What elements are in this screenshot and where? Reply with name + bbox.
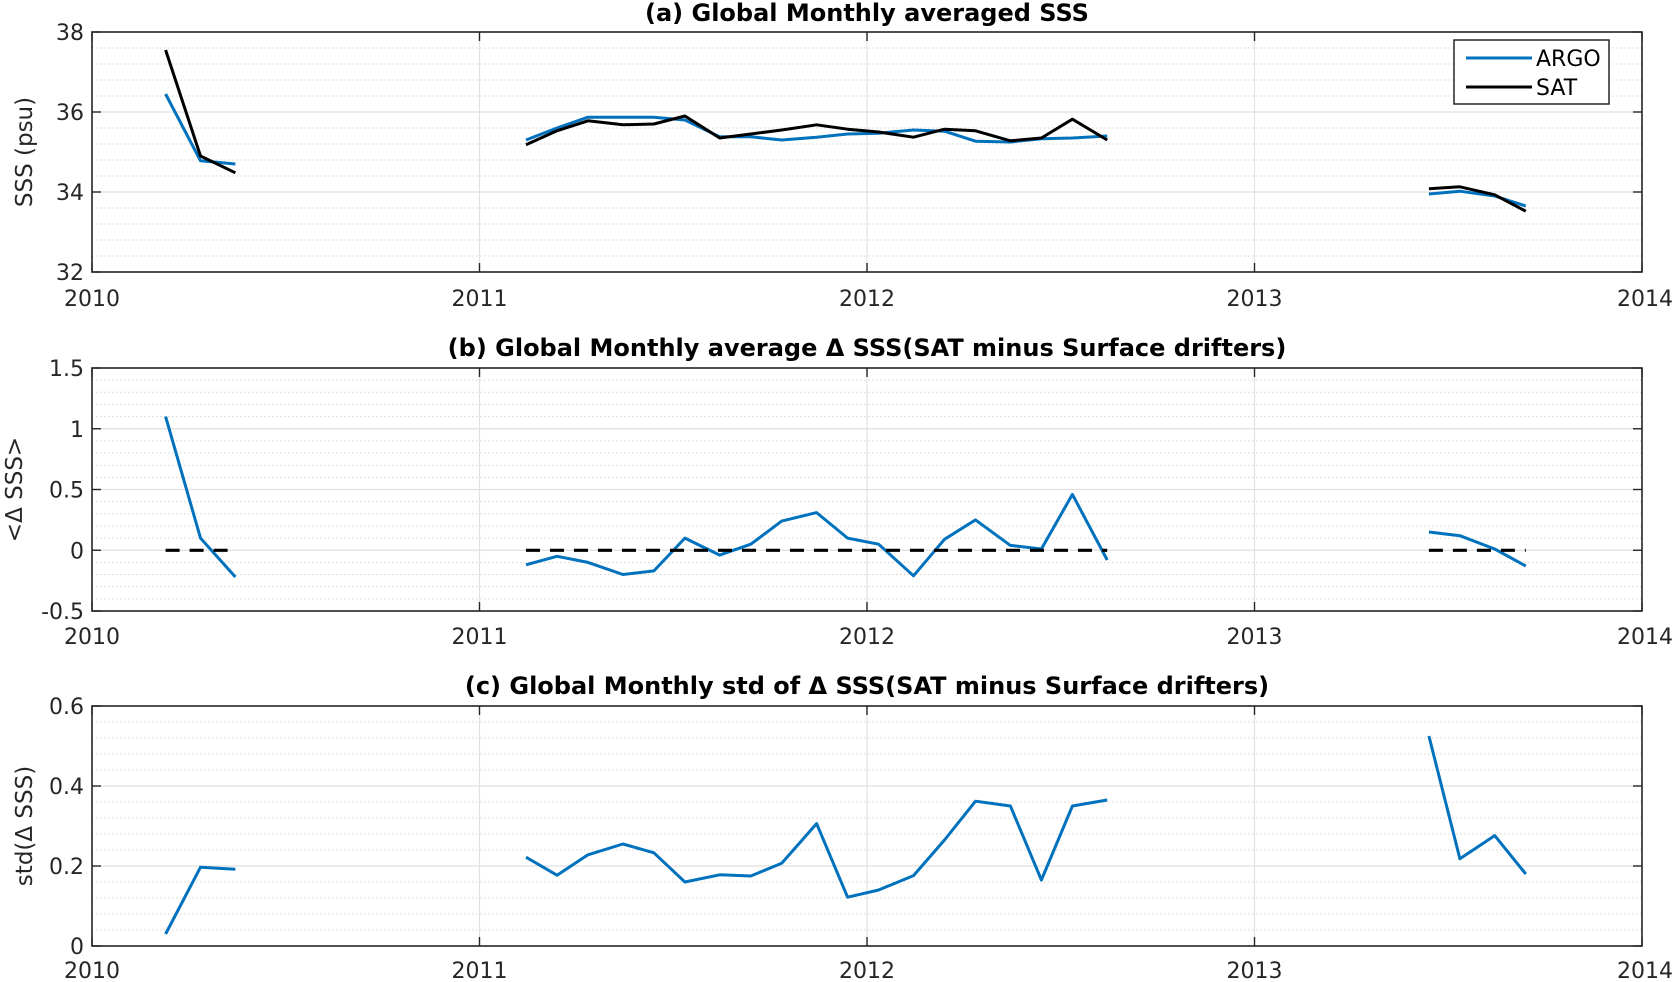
panel-title: (a) Global Monthly averaged SSS bbox=[645, 0, 1089, 27]
series-line-segment bbox=[1427, 735, 1527, 875]
series-line-segment bbox=[164, 93, 236, 166]
x-axis: 2010 2011 2012 2013 2014 bbox=[64, 32, 1673, 312]
panel-b: -0.5 0 0.5 1 1.5 2010 2011 2012 2013 2014 (b) Glob… bbox=[2, 334, 1673, 650]
series-line-segment bbox=[1428, 189, 1527, 208]
panel-a: 32 34 36 38 2010 2011 2012 2013 2014 (a) Global M… bbox=[12, 0, 1673, 312]
y-tick-label: 0.5 bbox=[49, 479, 84, 504]
major-grid bbox=[91, 31, 1643, 273]
x-axis: 2010 2011 2012 2013 2014 bbox=[64, 368, 1673, 650]
y-tick-label: 0 bbox=[70, 935, 84, 960]
y-axis: 0 0.2 0.4 0.6 bbox=[49, 695, 1642, 960]
argo-series bbox=[164, 93, 1527, 208]
y-tick-label: 34 bbox=[56, 181, 84, 206]
y-tick-label: 1.5 bbox=[49, 357, 84, 382]
y-tick-label: 0.6 bbox=[49, 695, 84, 720]
x-tick-label: 2014 bbox=[1617, 959, 1673, 982]
y-tick-label: 1 bbox=[70, 418, 84, 443]
x-tick-label: 2010 bbox=[64, 959, 120, 982]
series-line-segment bbox=[1428, 530, 1527, 568]
sat-series bbox=[164, 49, 1527, 213]
x-tick-label: 2013 bbox=[1227, 959, 1283, 982]
y-tick-label: 0.2 bbox=[49, 855, 84, 880]
panel-title: (b) Global Monthly average Δ SSS(SAT min… bbox=[448, 334, 1287, 362]
y-axis: -0.5 0 0.5 1 1.5 bbox=[41, 357, 1642, 625]
y-tick-label: 32 bbox=[56, 261, 84, 286]
panel-c: 0 0.2 0.4 0.6 2010 2011 2012 2013 2014 (c) Global… bbox=[12, 672, 1673, 982]
y-axis-label: <Δ SSS> bbox=[2, 437, 28, 542]
series-line-segment bbox=[164, 49, 237, 175]
delta-sss-series bbox=[164, 735, 1527, 935]
series-line-segment bbox=[164, 416, 237, 579]
x-tick-label: 2010 bbox=[64, 625, 120, 650]
series-line-segment bbox=[525, 114, 1108, 147]
series-line-segment bbox=[525, 798, 1108, 899]
x-axis: 2010 2011 2012 2013 2014 bbox=[64, 706, 1673, 982]
major-grid bbox=[91, 705, 1643, 947]
y-tick-label: 0.4 bbox=[49, 775, 84, 800]
legend: ARGO SAT bbox=[1453, 39, 1610, 105]
y-tick-label: 0 bbox=[70, 539, 84, 564]
y-axis: 32 34 36 38 bbox=[56, 21, 1642, 286]
legend-label: ARGO bbox=[1536, 47, 1601, 72]
series-line-segment bbox=[525, 115, 1108, 144]
x-tick-label: 2011 bbox=[452, 959, 508, 982]
y-axis-label: SSS (psu) bbox=[12, 97, 38, 207]
series-line-segment bbox=[1428, 185, 1527, 213]
x-tick-label: 2012 bbox=[839, 287, 895, 312]
y-axis-label: std(Δ SSS) bbox=[12, 766, 38, 886]
y-tick-label: -0.5 bbox=[41, 600, 84, 625]
x-tick-label: 2010 bbox=[64, 287, 120, 312]
x-tick-label: 2013 bbox=[1227, 625, 1283, 650]
legend-label: SAT bbox=[1536, 76, 1578, 101]
x-tick-label: 2011 bbox=[452, 625, 508, 650]
panel-title: (c) Global Monthly std of Δ SSS(SAT minu… bbox=[465, 672, 1269, 700]
series-line-segment bbox=[164, 865, 236, 935]
x-tick-label: 2011 bbox=[452, 287, 508, 312]
y-tick-label: 38 bbox=[56, 21, 84, 46]
x-tick-label: 2012 bbox=[839, 625, 895, 650]
series-line-segment bbox=[525, 492, 1109, 578]
x-tick-label: 2012 bbox=[839, 959, 895, 982]
x-tick-label: 2014 bbox=[1617, 287, 1673, 312]
x-tick-label: 2014 bbox=[1617, 625, 1673, 650]
x-tick-label: 2013 bbox=[1227, 287, 1283, 312]
delta-sss-series bbox=[164, 416, 1527, 579]
y-tick-label: 36 bbox=[56, 101, 84, 126]
legend-box bbox=[1453, 39, 1610, 105]
